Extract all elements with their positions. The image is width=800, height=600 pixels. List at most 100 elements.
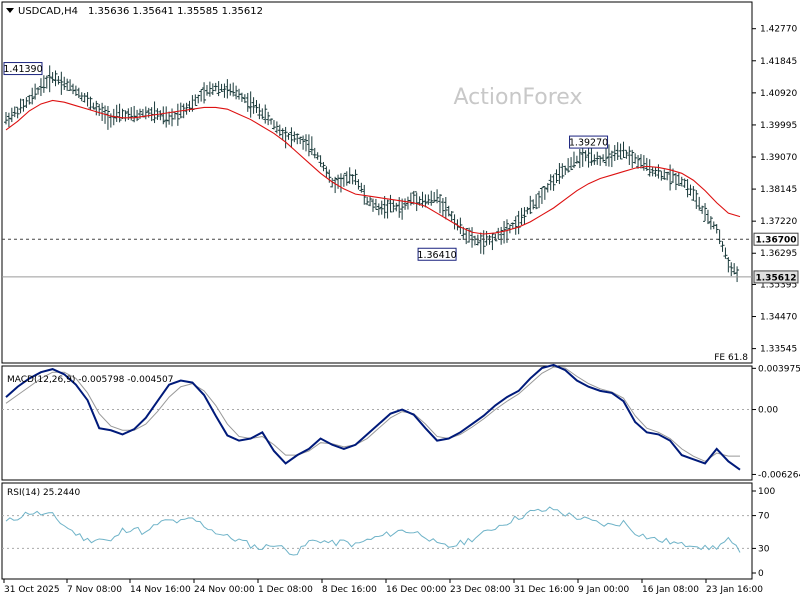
candle: [295, 133, 300, 145]
candle: [368, 196, 373, 207]
candle: [286, 132, 291, 140]
candle: [499, 226, 504, 245]
candle: [665, 171, 670, 181]
x-tick-label: 1 Dec 08:00: [258, 585, 313, 595]
candle: [609, 150, 614, 168]
candle: [213, 82, 218, 92]
y-tick-label: 1.33545: [760, 345, 797, 355]
candle: [554, 169, 559, 183]
candle: [612, 145, 617, 162]
candle: [551, 174, 556, 191]
collapse-arrow-icon[interactable]: [6, 8, 14, 13]
candle: [697, 196, 702, 211]
candle: [196, 94, 201, 104]
candle: [539, 186, 544, 204]
level-tag: 1.36700: [753, 232, 799, 246]
candle: [266, 111, 271, 126]
candle: [344, 171, 349, 186]
candle: [668, 164, 673, 191]
candle: [184, 102, 189, 115]
candle: [135, 109, 140, 122]
price-layer: 1.41390 1.39270 1.36410: [2, 62, 752, 283]
candle: [321, 162, 326, 172]
axis-layer: 1.42770 1.41845 1.40920 1.39995 1.39070 1.381…: [3, 25, 800, 595]
macd-y-tick-label: -0.006264: [758, 470, 800, 480]
macd-y-tick-label: 0.00: [758, 406, 778, 416]
candle: [563, 165, 568, 175]
candle: [65, 78, 70, 92]
candle: [560, 163, 565, 179]
symbol-label: USDCAD,H4: [18, 6, 78, 17]
y-tick-label: 1.35395: [760, 280, 797, 290]
candle: [522, 207, 527, 225]
candle: [673, 173, 678, 191]
candle: [604, 146, 609, 167]
candle: [519, 207, 524, 225]
candle: [726, 257, 731, 273]
candle: [595, 151, 600, 165]
candle: [50, 72, 55, 84]
x-tick-label: 23 Jan 16:00: [706, 585, 763, 595]
candle: [152, 101, 157, 124]
candle: [557, 163, 562, 185]
candle: [53, 70, 58, 87]
candle: [644, 157, 649, 171]
candle: [27, 94, 32, 105]
candle: [298, 136, 303, 145]
candle: [618, 143, 623, 160]
candle: [694, 190, 699, 209]
candle: [356, 179, 361, 190]
annotation-text: 1.41390: [3, 64, 42, 75]
candle: [510, 222, 515, 229]
candle: [408, 192, 413, 206]
candle: [385, 199, 390, 219]
candle: [6, 112, 11, 128]
candle: [729, 262, 734, 277]
candle: [309, 136, 314, 156]
level-tag-text: 1.36700: [756, 236, 797, 246]
candle: [210, 83, 215, 95]
candle: [435, 189, 440, 204]
candle: [470, 227, 475, 248]
candle: [627, 146, 632, 165]
candle: [606, 144, 611, 167]
candle: [318, 155, 323, 167]
candle: [254, 100, 259, 114]
candle: [117, 103, 122, 123]
candle: [242, 94, 247, 104]
candle: [379, 200, 384, 215]
candle: [222, 83, 227, 98]
candle: [676, 172, 681, 187]
x-tick-label: 8 Dec 16:00: [322, 585, 377, 595]
candle: [437, 194, 442, 214]
candle: [231, 82, 236, 97]
level-tag-text: 1.35612: [756, 273, 797, 283]
candle: [647, 159, 652, 177]
candle: [257, 103, 262, 120]
candle: [234, 85, 239, 100]
candle: [304, 134, 309, 152]
candle: [56, 75, 61, 85]
candle: [269, 118, 274, 125]
rsi-title: RSI(14) 25.2440: [7, 488, 80, 498]
candle: [429, 190, 434, 206]
rsi-y-tick-label: 70: [758, 512, 770, 522]
x-tick-label: 31 Oct 2025: [4, 585, 60, 595]
chart-header: USDCAD,H4 1.35636 1.35641 1.35585 1.3561…: [6, 6, 263, 17]
candle: [394, 202, 399, 212]
candle: [362, 184, 367, 205]
candle: [478, 232, 483, 254]
candle: [723, 247, 728, 259]
candle: [490, 232, 495, 251]
candle: [97, 103, 102, 116]
candle: [703, 203, 708, 222]
candle: [720, 241, 725, 252]
rsi-y-tick-label: 30: [758, 544, 770, 554]
candle: [432, 191, 437, 203]
y-tick-label: 1.39995: [760, 121, 797, 131]
candle: [30, 87, 35, 105]
candle: [315, 152, 320, 160]
price-annotation: 1.39270: [569, 135, 608, 149]
candle: [18, 98, 23, 114]
